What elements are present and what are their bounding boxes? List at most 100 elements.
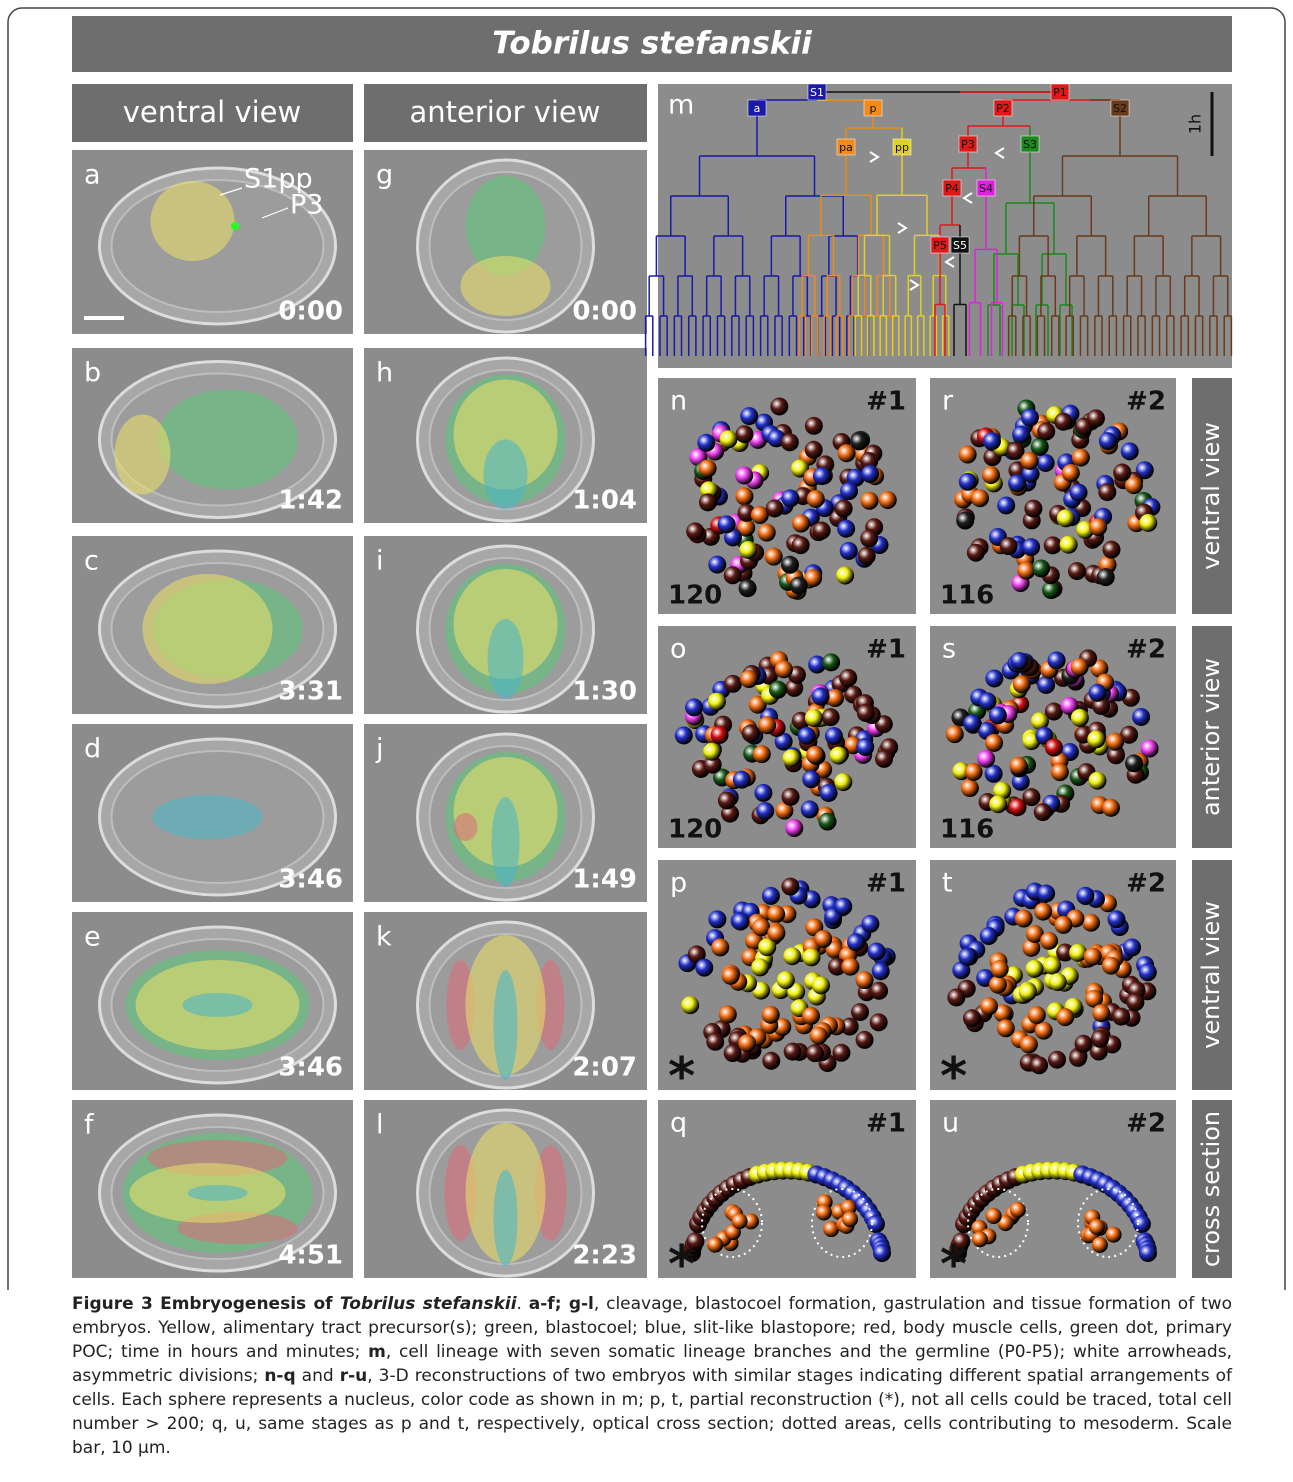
- nucleus-sphere: [832, 1043, 851, 1062]
- nucleus-sphere: [958, 445, 977, 464]
- nucleus-sphere: [718, 1005, 737, 1024]
- nucleus-sphere: [1019, 1035, 1038, 1054]
- embryo-id: #1: [866, 869, 906, 899]
- nucleus-sphere: [1056, 1008, 1075, 1027]
- nucleus-sphere: [980, 997, 999, 1016]
- nucleus-sphere: [737, 503, 756, 522]
- panel-letter: j: [375, 734, 384, 765]
- nucleus-sphere: [702, 742, 721, 761]
- panel-letter: p: [670, 868, 687, 899]
- nucleus-sphere: [1126, 993, 1145, 1012]
- tissue-overlay: [182, 993, 253, 1017]
- nucleus-sphere: [1120, 725, 1139, 744]
- caption-text: Figure 3 Embryogenesis of: [72, 1294, 340, 1314]
- nucleus-sphere: [761, 886, 780, 905]
- nucleus-sphere: [1020, 451, 1039, 470]
- nucleus-sphere: [870, 981, 889, 1000]
- nucleus-sphere: [860, 529, 879, 548]
- panel-letter: q: [670, 1108, 687, 1139]
- leader-line: [219, 187, 243, 196]
- nucleus-sphere: [774, 660, 793, 679]
- nucleus-sphere: [873, 1244, 891, 1262]
- nucleus-sphere: [811, 687, 830, 706]
- lineage-node: [993, 99, 1013, 117]
- nucleus-sphere: [758, 716, 777, 735]
- nucleus-sphere: [751, 958, 770, 977]
- nucleus-sphere: [1036, 453, 1055, 472]
- nucleus-sphere: [1071, 448, 1090, 467]
- nucleus-sphere: [674, 726, 693, 745]
- nucleus-sphere: [821, 708, 840, 727]
- nucleus-sphere: [990, 960, 1009, 979]
- nucleus-sphere: [1107, 910, 1126, 929]
- nucleus-sphere: [787, 982, 806, 1001]
- asymmetry-arrowhead: [909, 279, 920, 291]
- nucleus-sphere: [869, 1013, 888, 1032]
- asymmetry-arrowhead: [869, 151, 880, 163]
- nucleus-sphere: [971, 1231, 988, 1248]
- nucleus-sphere: [797, 726, 816, 745]
- nucleus-sphere: [808, 655, 827, 674]
- lineage-node: [1020, 135, 1040, 153]
- nucleus-sphere: [1091, 1236, 1108, 1253]
- nucleus-sphere: [1022, 788, 1041, 807]
- nucleus-sphere: [809, 1026, 828, 1045]
- caption-text: , 3-D reconstructions of two embryos wit…: [72, 1366, 1232, 1458]
- nucleus-sphere: [1037, 422, 1056, 441]
- nucleus-sphere: [731, 912, 750, 931]
- nucleus-sphere: [1102, 540, 1121, 559]
- nucleus-sphere: [814, 930, 833, 949]
- nucleus-sphere: [742, 1213, 759, 1230]
- lineage-node: [836, 138, 856, 156]
- caption-text: .: [516, 1294, 529, 1314]
- nucleus-sphere: [708, 910, 727, 929]
- nucleus-sphere: [855, 1030, 874, 1049]
- asymmetry-arrowhead: [994, 147, 1005, 159]
- nucleus-sphere: [1054, 412, 1073, 431]
- nucleus-sphere: [754, 783, 773, 802]
- nucleus-sphere: [1021, 464, 1040, 483]
- nucleus-sphere: [856, 703, 875, 722]
- nucleus-sphere: [783, 1042, 802, 1061]
- nucleus-sphere: [1069, 943, 1088, 962]
- nucleus-sphere: [834, 773, 853, 792]
- timestamp: 3:46: [278, 1053, 343, 1083]
- panel-letter: s: [942, 634, 956, 665]
- nucleus-sphere: [964, 762, 983, 781]
- nucleus-sphere: [999, 537, 1018, 556]
- nucleus-sphere: [846, 933, 865, 952]
- lineage-node: [976, 179, 996, 197]
- nucleus-sphere: [1037, 884, 1056, 903]
- nucleus-sphere: [1112, 1007, 1131, 1026]
- row-label-bar: [1192, 378, 1232, 614]
- panel-letter: a: [84, 160, 101, 191]
- nucleus-sphere: [776, 971, 795, 990]
- nucleus-sphere: [836, 566, 855, 585]
- nucleus-sphere: [719, 430, 738, 449]
- nucleus-sphere: [1083, 947, 1102, 966]
- timestamp: 2:07: [572, 1053, 637, 1083]
- panel-letter: r: [942, 386, 954, 417]
- panel-letter: g: [376, 160, 393, 191]
- nucleus-sphere: [1040, 931, 1059, 950]
- nucleus-sphere: [850, 432, 869, 451]
- panel-letter: t: [942, 868, 953, 899]
- nucleus-sphere: [824, 727, 843, 746]
- nucleus-sphere: [723, 1044, 742, 1063]
- row-label-bar: [1192, 860, 1232, 1090]
- row-label: ventral view: [1197, 901, 1225, 1049]
- nucleus-sphere: [979, 927, 998, 946]
- nucleus-sphere: [806, 1044, 825, 1063]
- nucleus-sphere: [781, 877, 800, 896]
- node-label: a: [754, 102, 761, 115]
- node-label: P1: [1053, 86, 1067, 99]
- nucleus-sphere: [1101, 798, 1120, 817]
- panel-letter: u: [942, 1108, 959, 1139]
- nucleus-sphere: [739, 670, 758, 689]
- timestamp: 1:30: [572, 677, 637, 707]
- nucleus-sphere: [963, 714, 982, 733]
- caption-text: n-q: [264, 1366, 296, 1386]
- tissue-overlay: [187, 1185, 248, 1201]
- lineage-node: [930, 236, 950, 254]
- timestamp: 1:42: [278, 486, 343, 516]
